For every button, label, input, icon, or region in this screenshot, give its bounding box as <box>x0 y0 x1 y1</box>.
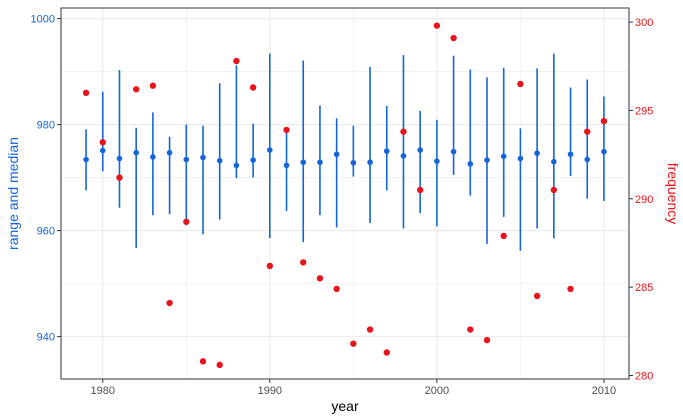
frequency-point <box>450 34 457 42</box>
median-point <box>99 147 106 154</box>
left-axis-title: range and median <box>5 137 21 250</box>
frequency-point <box>483 336 491 344</box>
grid-lines <box>61 8 629 379</box>
median-point <box>551 158 557 165</box>
frequency-point <box>166 299 173 307</box>
axes: 1980 1990 2000 2010 940 960 980 1000 280 285 290 29… <box>31 14 654 397</box>
median-point <box>484 157 490 163</box>
right-tick-label: 280 <box>635 370 653 382</box>
frequency-point <box>249 84 257 91</box>
median-point <box>267 147 273 153</box>
median-point <box>383 148 390 154</box>
frequency-point <box>183 218 190 225</box>
frequency-point <box>266 262 274 270</box>
frequency-point <box>600 117 608 125</box>
frequency-point <box>233 57 240 65</box>
frequency-series <box>82 22 608 369</box>
median-point <box>200 154 206 161</box>
left-tick-label: 1000 <box>31 14 55 26</box>
median-point <box>350 159 357 166</box>
frequency-point <box>500 232 507 240</box>
frequency-point <box>350 340 357 347</box>
x-axis-title: year <box>331 398 359 414</box>
range-series <box>83 53 607 251</box>
median-point <box>534 150 540 157</box>
median-point <box>150 154 156 160</box>
x-tick-label: 2010 <box>592 385 616 397</box>
right-tick-label: 290 <box>635 194 653 206</box>
frequency-point <box>316 275 324 282</box>
frequency-point <box>132 86 140 93</box>
median-point <box>417 147 423 153</box>
median-point <box>367 159 373 166</box>
frequency-point <box>366 326 374 333</box>
frequency-point <box>116 174 123 181</box>
frequency-point <box>584 128 591 135</box>
plot-panel-border <box>60 7 630 380</box>
median-point <box>300 159 307 166</box>
median-point <box>500 153 507 160</box>
frequency-point <box>300 259 307 266</box>
frequency-point <box>383 349 390 356</box>
frequency-point <box>550 186 558 194</box>
right-tick-label: 285 <box>635 282 653 294</box>
frequency-point <box>149 82 157 89</box>
frequency-point <box>400 128 407 135</box>
median-point <box>467 161 474 167</box>
left-tick-label: 960 <box>37 226 55 238</box>
frequency-point <box>283 126 290 134</box>
median-point <box>584 156 591 163</box>
median-point <box>116 155 123 162</box>
right-tick-label: 295 <box>635 105 653 117</box>
frequency-point <box>517 80 524 88</box>
median-point <box>601 148 607 155</box>
frequency-point <box>533 292 541 300</box>
right-axis-title: frequency <box>665 163 681 224</box>
frequency-point <box>467 326 474 333</box>
left-tick-label: 940 <box>37 332 55 344</box>
median-point <box>317 159 323 166</box>
x-tick-label: 1980 <box>91 385 115 397</box>
median-point <box>183 156 190 163</box>
x-tick-label: 2000 <box>425 385 449 397</box>
median-point <box>567 151 574 158</box>
median-point <box>283 162 290 169</box>
median-point <box>233 162 240 169</box>
median-point <box>400 153 407 159</box>
median-point <box>250 157 256 163</box>
frequency-point <box>199 358 207 365</box>
frequency-point <box>333 285 340 293</box>
frequency-point <box>567 285 574 293</box>
frequency-point <box>433 22 441 29</box>
median-point <box>450 148 457 155</box>
median-point <box>434 158 440 164</box>
left-tick-label: 980 <box>37 120 55 132</box>
median-point <box>133 149 139 156</box>
right-tick-label: 300 <box>635 17 653 29</box>
x-tick-label: 1990 <box>258 385 282 397</box>
median-point <box>166 149 173 156</box>
median-point <box>83 156 89 163</box>
frequency-point <box>99 139 106 146</box>
frequency-point <box>216 361 223 369</box>
frequency-point <box>416 186 424 194</box>
frequency-point <box>82 89 90 97</box>
median-point <box>333 151 340 158</box>
median-point <box>216 157 223 164</box>
median-point <box>517 155 524 162</box>
